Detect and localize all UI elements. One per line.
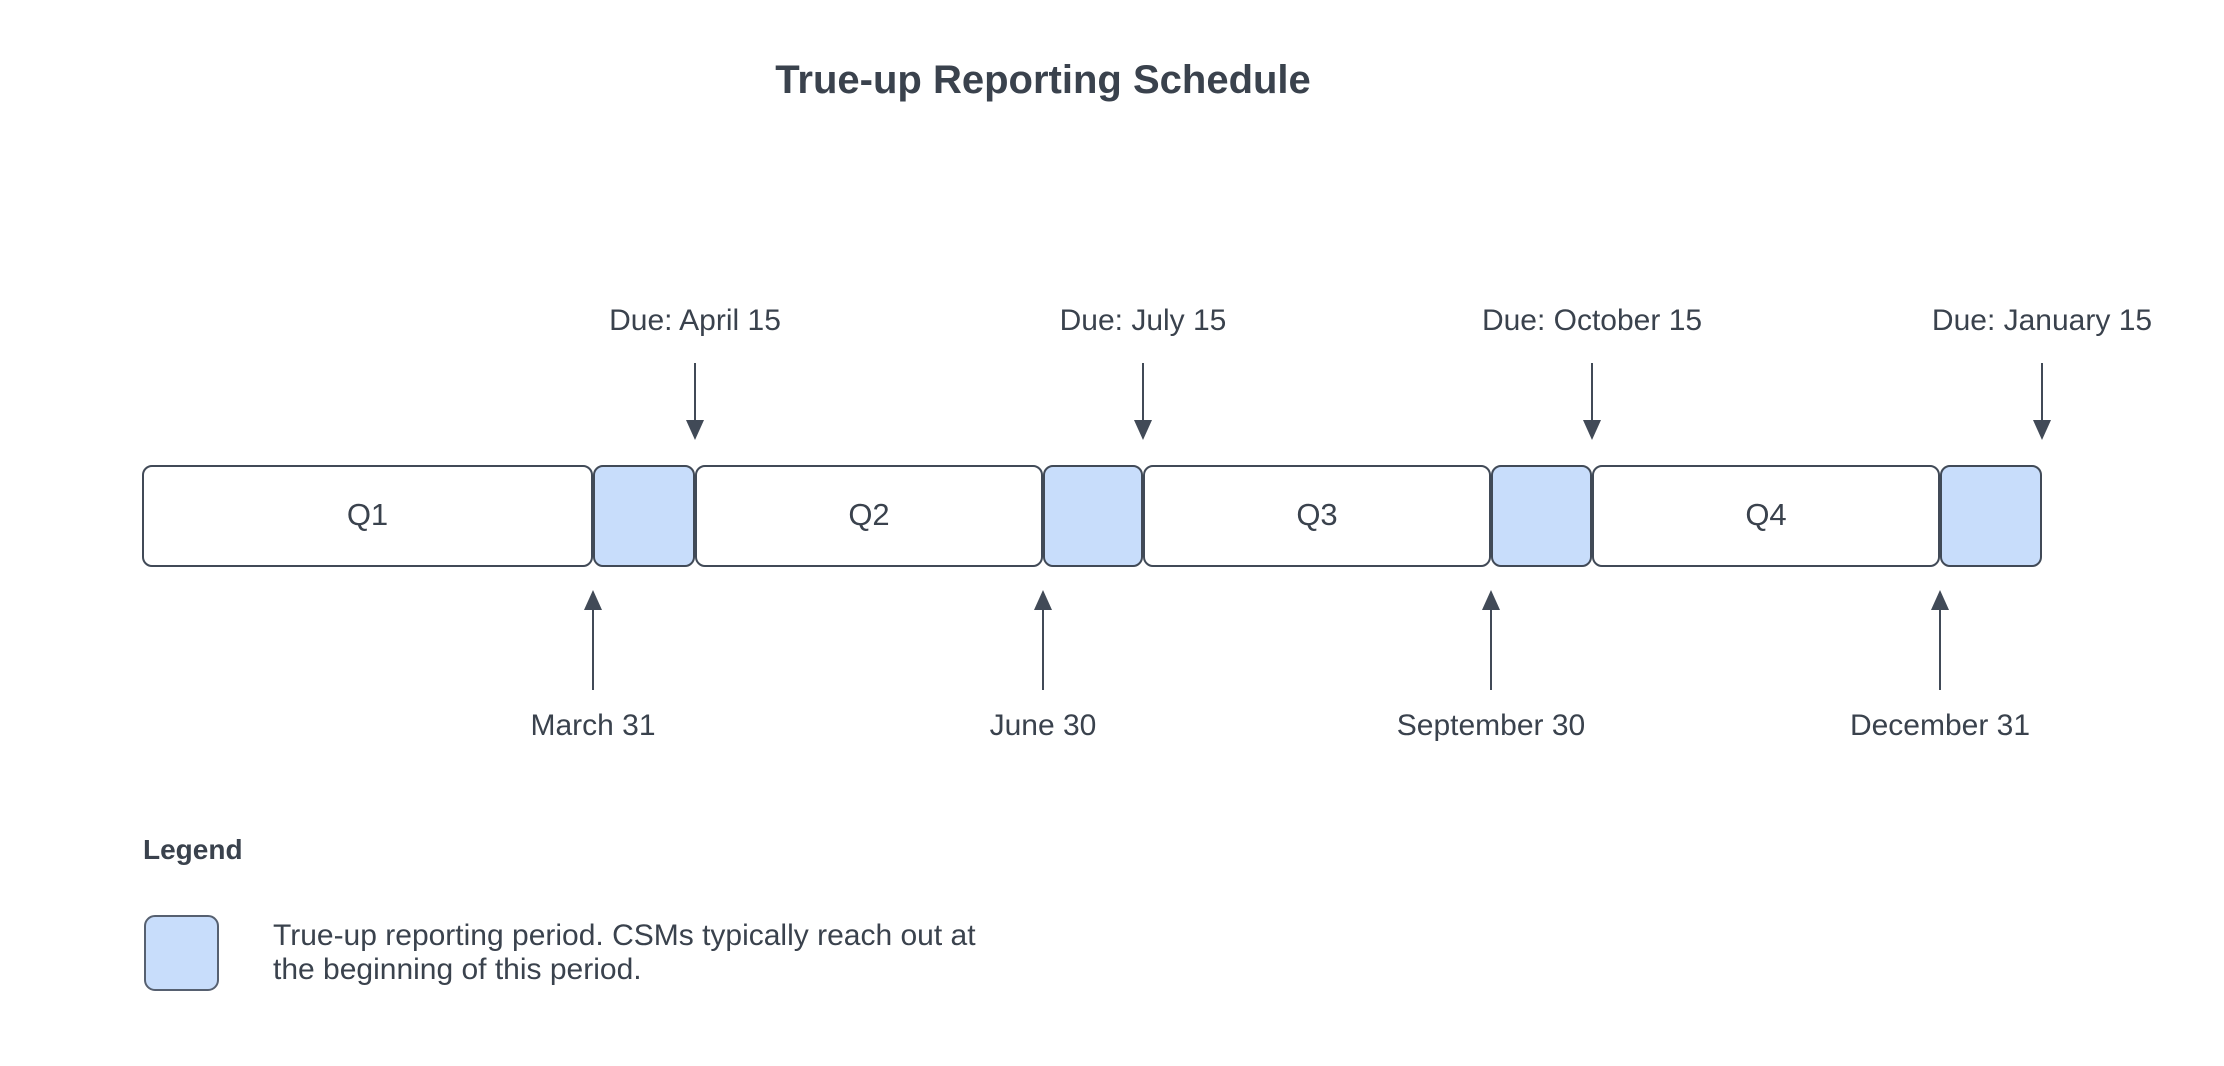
legend-description: True-up reporting period. CSMs typically… bbox=[273, 919, 976, 987]
quarter-label: Q3 bbox=[1296, 497, 1338, 532]
diagram-title: True-up Reporting Schedule bbox=[775, 58, 1311, 102]
due-date-label-q3: Due: October 15 bbox=[1481, 304, 1703, 337]
legend-description-line: True-up reporting period. CSMs typically… bbox=[273, 919, 976, 952]
quarter-end-label-q1: March 31 bbox=[530, 709, 656, 742]
due-date-label-q4: Due: January 15 bbox=[1931, 304, 2153, 337]
quarter-label: Q4 bbox=[1745, 497, 1787, 532]
trueup-period-swatch-icon bbox=[144, 915, 219, 991]
trueup-period-segment-3 bbox=[1491, 465, 1592, 567]
quarter-segment-q1: Q1 bbox=[142, 465, 593, 567]
quarter-segment-q2: Q2 bbox=[695, 465, 1043, 567]
quarter-segment-q4: Q4 bbox=[1592, 465, 1940, 567]
quarter-end-label-q4: December 31 bbox=[1849, 709, 2031, 742]
quarter-end-label-q2: June 30 bbox=[989, 709, 1097, 742]
quarter-label: Q2 bbox=[848, 497, 890, 532]
quarter-end-label-q3: September 30 bbox=[1396, 709, 1586, 742]
legend-heading: Legend bbox=[143, 834, 243, 865]
trueup-period-segment-2 bbox=[1043, 465, 1143, 567]
legend-description-line: the beginning of this period. bbox=[273, 953, 642, 986]
quarter-segment-q3: Q3 bbox=[1143, 465, 1491, 567]
quarter-label: Q1 bbox=[346, 497, 389, 532]
trueup-period-segment-1 bbox=[593, 465, 695, 567]
due-date-label-q2: Due: July 15 bbox=[1059, 304, 1227, 337]
due-date-label-q1: Due: April 15 bbox=[609, 304, 781, 337]
trueup-period-segment-4 bbox=[1940, 465, 2042, 567]
